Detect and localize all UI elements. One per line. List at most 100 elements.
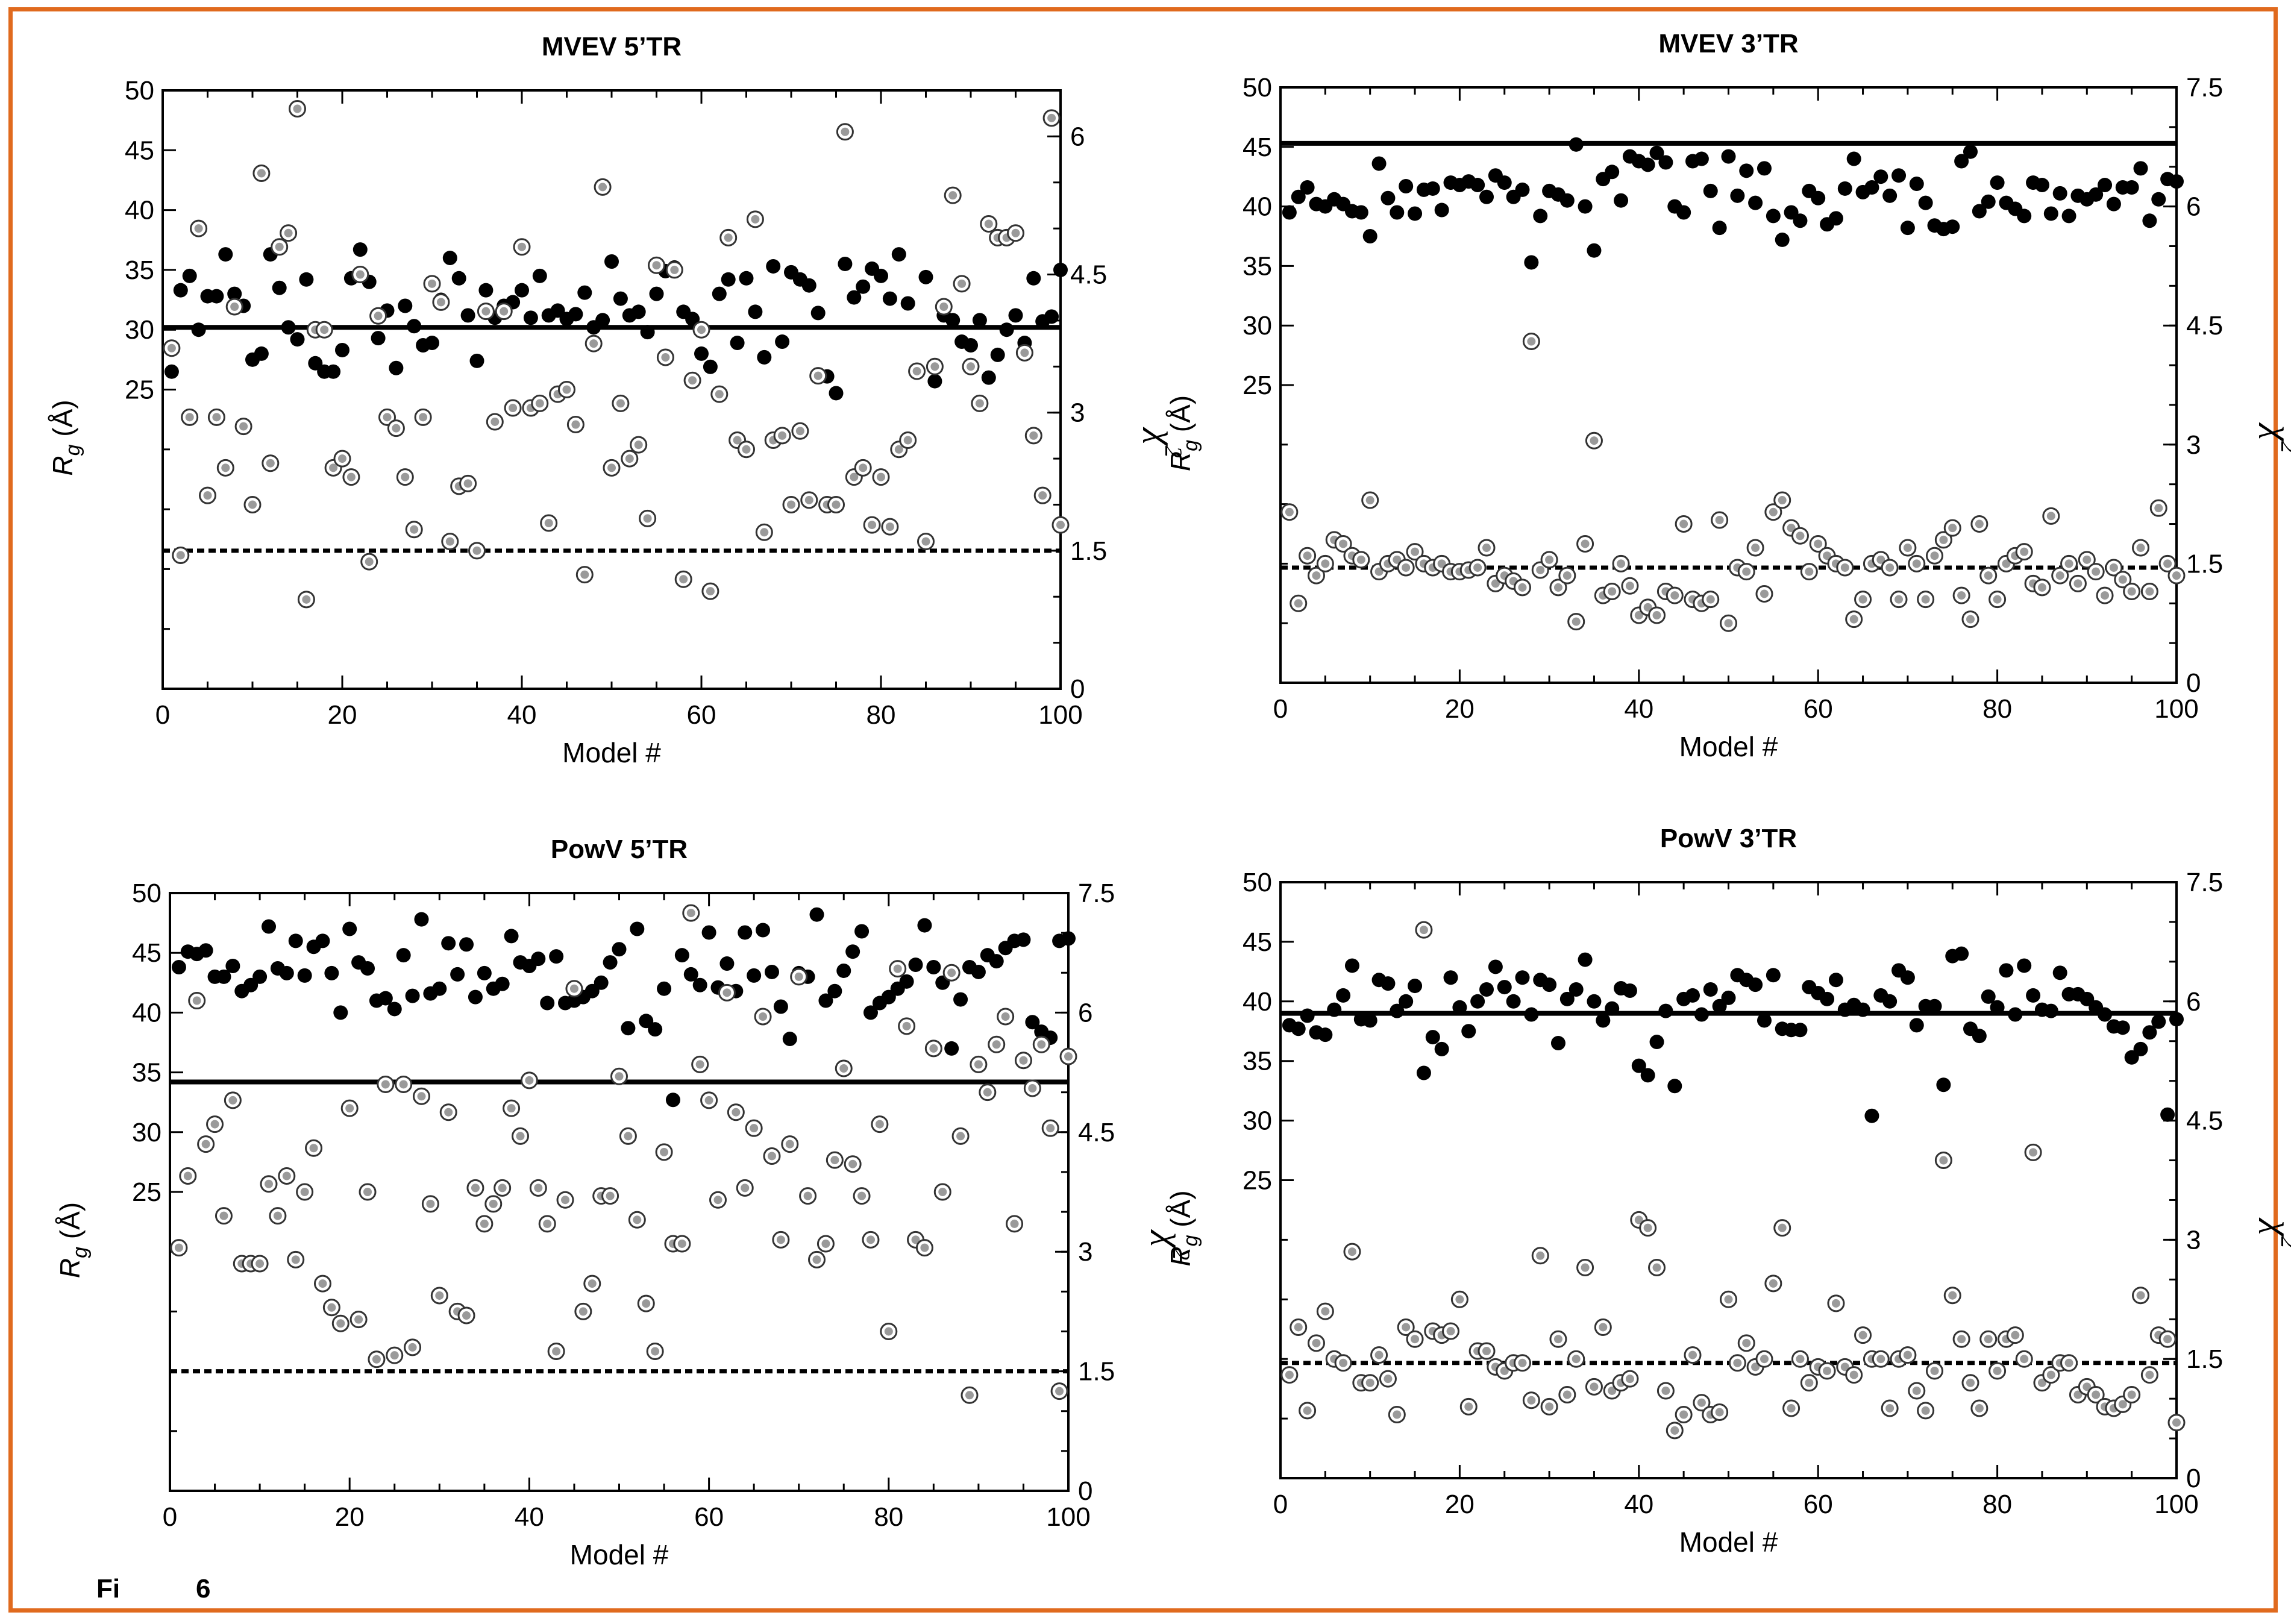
chi2-point-core bbox=[569, 984, 578, 993]
chi2-point-core bbox=[185, 413, 194, 422]
chi2-point bbox=[2042, 1366, 2060, 1384]
chi2-point bbox=[2140, 1366, 2158, 1384]
chi2-point bbox=[746, 210, 764, 228]
chi2-point bbox=[1576, 535, 1594, 553]
chi2-point bbox=[898, 1017, 916, 1035]
rg-point bbox=[1479, 982, 1494, 997]
chi2-point-core bbox=[1411, 1335, 1420, 1344]
chi2-point-core bbox=[578, 1307, 588, 1316]
chi2-point-core bbox=[1823, 551, 1832, 560]
chi2-point bbox=[718, 983, 736, 1002]
chi2-point-core bbox=[938, 1188, 947, 1196]
chi2-point bbox=[998, 228, 1016, 246]
y-left-tick-label: 45 bbox=[125, 136, 154, 165]
chi2-point-core bbox=[336, 1319, 345, 1328]
chi2-point bbox=[1648, 606, 1666, 624]
chi2-point-core bbox=[1339, 539, 1348, 548]
chi2-point bbox=[1728, 1354, 1746, 1372]
rg-point bbox=[1026, 271, 1041, 286]
chi2-point-core bbox=[518, 242, 526, 251]
chi2-point-core bbox=[354, 1315, 363, 1324]
chi2-point bbox=[1576, 1259, 1594, 1277]
chart-title: PowV 3’TR bbox=[1660, 824, 1797, 853]
rg-point bbox=[809, 907, 824, 922]
chi2-point bbox=[2158, 554, 2177, 572]
rg-point bbox=[531, 952, 546, 967]
chi2-point-core bbox=[1419, 926, 1428, 935]
chi2-point-core bbox=[2002, 559, 2011, 568]
y-right-tick-label: 1.5 bbox=[1070, 536, 1107, 566]
chi2-point bbox=[1979, 1330, 1998, 1348]
x-tick-label: 20 bbox=[1445, 1490, 1475, 1519]
chi2-point-core bbox=[381, 1080, 390, 1089]
rg-point bbox=[1381, 190, 1396, 205]
chi2-point-core bbox=[2127, 587, 2136, 596]
chi2-point-core bbox=[1679, 519, 1688, 528]
chi2-point-core bbox=[410, 525, 419, 534]
chi2-point-core bbox=[992, 1040, 1001, 1049]
chi2-point bbox=[692, 321, 710, 339]
chi2-point-core bbox=[1975, 1403, 1984, 1412]
chi2-point-core bbox=[329, 463, 338, 472]
rg-point bbox=[1676, 205, 1691, 220]
chi2-point-core bbox=[929, 1044, 938, 1053]
chi2-point-core bbox=[1365, 1378, 1374, 1387]
chi2-point bbox=[287, 1250, 305, 1268]
chi2-point bbox=[844, 1155, 862, 1173]
rg-point bbox=[1999, 963, 2014, 978]
rg-point bbox=[1533, 208, 1548, 224]
chi2-point-core bbox=[660, 1147, 669, 1156]
chi2-point-core bbox=[1643, 1223, 1652, 1232]
y-left-tick-label: 35 bbox=[1243, 251, 1272, 281]
chi2-point-core bbox=[884, 1327, 893, 1336]
rg-point bbox=[757, 350, 772, 365]
chi2-point-core bbox=[2101, 591, 2110, 600]
chi2-point-core bbox=[920, 1243, 929, 1252]
rg-point bbox=[692, 977, 707, 992]
chi2-point bbox=[1014, 1052, 1032, 1070]
chi2-point-core bbox=[1912, 1386, 1921, 1395]
chi2-point bbox=[997, 1008, 1015, 1026]
chi2-point bbox=[2105, 559, 2123, 577]
rg-point bbox=[1972, 204, 1987, 219]
chi2-point bbox=[2087, 563, 2105, 581]
chi2-point-core bbox=[1966, 1378, 1975, 1387]
x-tick-label: 80 bbox=[1982, 1490, 2012, 1519]
chi2-point bbox=[601, 1187, 619, 1205]
chi2-point-core bbox=[293, 104, 302, 113]
chi2-point bbox=[827, 495, 845, 513]
chi2-point-core bbox=[1608, 1386, 1617, 1395]
rg-point bbox=[353, 242, 368, 257]
rg-point bbox=[801, 278, 816, 293]
rg-point bbox=[1954, 154, 1969, 169]
chi2-point bbox=[262, 454, 280, 472]
chi2-point bbox=[369, 307, 387, 325]
chi2-point bbox=[1050, 1382, 1068, 1400]
rg-point bbox=[1291, 1021, 1306, 1036]
rg-point bbox=[694, 346, 709, 361]
chi2-point bbox=[1764, 1274, 1782, 1293]
rg-point bbox=[523, 310, 538, 325]
chi2-point bbox=[962, 357, 980, 375]
chi2-point-core bbox=[167, 343, 176, 353]
chi2-point-core bbox=[634, 440, 643, 450]
chi2-point-core bbox=[1652, 611, 1661, 620]
rg-point bbox=[899, 974, 914, 989]
rg-point bbox=[315, 933, 330, 948]
chi2-point-core bbox=[1634, 611, 1643, 620]
chi2-point bbox=[1943, 519, 1961, 537]
rg-point bbox=[927, 374, 942, 389]
chi2-point bbox=[1746, 539, 1764, 557]
chi2-point bbox=[322, 1299, 340, 1317]
rg-point bbox=[748, 304, 763, 319]
chi2-point bbox=[1041, 1119, 1059, 1137]
chi2-point bbox=[1042, 109, 1061, 127]
chi2-point bbox=[1478, 1342, 1496, 1360]
chi2-point-core bbox=[2172, 1418, 2181, 1427]
chi2-point-core bbox=[2163, 559, 2172, 568]
chi2-point-core bbox=[363, 1188, 372, 1196]
rg-point bbox=[577, 285, 592, 300]
chi2-point bbox=[1442, 1322, 1460, 1340]
rg-point bbox=[299, 272, 314, 287]
chi2-point-core bbox=[1037, 1040, 1046, 1049]
